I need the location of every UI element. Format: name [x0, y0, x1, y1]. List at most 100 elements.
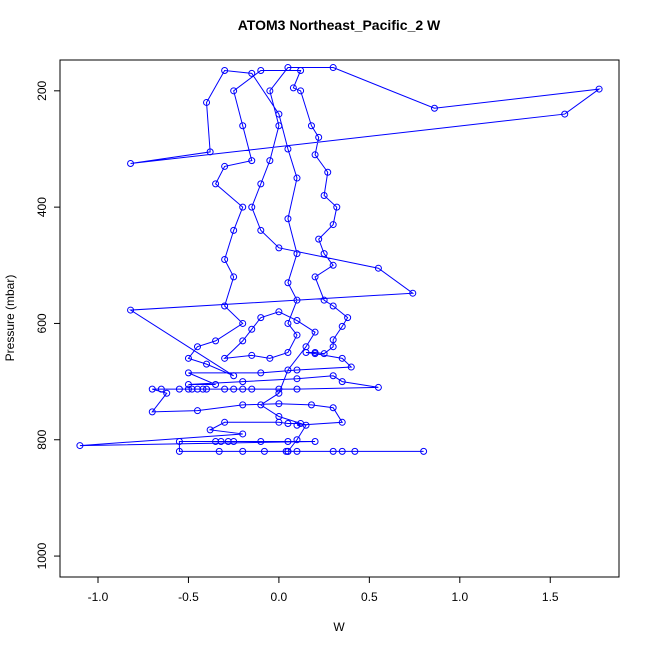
data-point [266, 157, 274, 165]
data-point [157, 385, 165, 393]
data-point [257, 369, 265, 377]
data-point [409, 289, 417, 297]
data-point [275, 400, 283, 408]
data-point [221, 255, 229, 263]
data-point [203, 98, 211, 106]
data-point [307, 122, 315, 130]
data-point [311, 151, 319, 159]
data-point [275, 385, 283, 393]
data-point [188, 385, 196, 393]
data-point [293, 331, 301, 339]
data-point [329, 336, 337, 344]
data-point [338, 418, 346, 426]
y-axis-label: Pressure (mbar) [3, 275, 17, 362]
data-point [320, 192, 328, 200]
data-point [248, 385, 256, 393]
data-point [282, 447, 290, 455]
data-point [127, 306, 135, 314]
data-point [293, 174, 301, 182]
data-point [284, 437, 292, 445]
data-point [239, 378, 247, 386]
x-tick-label: -1.0 [88, 590, 109, 604]
data-point [374, 383, 382, 391]
data-point [293, 447, 301, 455]
data-point [230, 273, 238, 281]
data-point [284, 349, 292, 357]
data-point [257, 226, 265, 234]
data-point [248, 325, 256, 333]
data-point [76, 442, 84, 450]
data-point [239, 337, 247, 345]
y-tick-label: 600 [35, 313, 49, 333]
data-point [289, 84, 297, 92]
plot-area [76, 64, 603, 455]
data-point [293, 436, 301, 444]
data-point [324, 168, 332, 176]
data-point [329, 404, 337, 412]
data-point [212, 337, 220, 345]
data-point [284, 279, 292, 287]
data-point [320, 250, 328, 258]
data-point [257, 401, 265, 409]
data-point [221, 66, 229, 74]
data-point [311, 273, 319, 281]
data-point [293, 366, 301, 374]
data-point [338, 322, 346, 330]
data-point [206, 148, 214, 156]
x-tick-label: 0.0 [271, 590, 288, 604]
data-point [215, 447, 223, 455]
data-point [221, 354, 229, 362]
data-point [239, 401, 247, 409]
y-tick-label: 400 [35, 197, 49, 217]
data-point [302, 343, 310, 351]
x-tick-label: -0.5 [178, 590, 199, 604]
data-point [257, 314, 265, 322]
data-point [184, 385, 192, 393]
data-point [284, 319, 292, 327]
x-tick-label: 1.0 [451, 590, 468, 604]
data-point [344, 314, 352, 322]
data-point [329, 64, 337, 72]
data-point [193, 385, 201, 393]
data-point [275, 244, 283, 252]
data-point [221, 302, 229, 310]
data-point [297, 66, 305, 74]
chart-title: ATOM3 Northeast_Pacific_2 W [238, 17, 441, 33]
data-point [175, 385, 183, 393]
data-point [329, 221, 337, 229]
data-point [239, 385, 247, 393]
data-point [148, 385, 156, 393]
data-point [193, 407, 201, 415]
data-point [311, 437, 319, 445]
data-point [561, 110, 569, 118]
data-point [224, 437, 232, 445]
data-point [193, 343, 201, 351]
data-point [329, 261, 337, 269]
data-point [315, 133, 323, 141]
data-point [293, 317, 301, 325]
y-tick-label: 800 [35, 429, 49, 449]
data-point [420, 447, 428, 455]
data-point [311, 349, 319, 357]
data-point [293, 250, 301, 258]
data-point [127, 160, 135, 168]
plot-frame [59, 59, 620, 578]
data-point [260, 447, 268, 455]
data-point [338, 354, 346, 362]
data-point [230, 372, 238, 380]
data-point [257, 180, 265, 188]
data-point [311, 328, 319, 336]
data-point [351, 447, 359, 455]
data-point [175, 437, 183, 445]
data-point [230, 385, 238, 393]
data-point [230, 87, 238, 95]
x-tick-label: 0.5 [361, 590, 378, 604]
data-point [293, 296, 301, 304]
y-tick-label: 200 [35, 80, 49, 100]
data-point [338, 378, 346, 386]
data-point [248, 351, 256, 359]
data-point [230, 437, 238, 445]
data-point [212, 180, 220, 188]
data-point [329, 302, 337, 310]
data-point [239, 203, 247, 211]
